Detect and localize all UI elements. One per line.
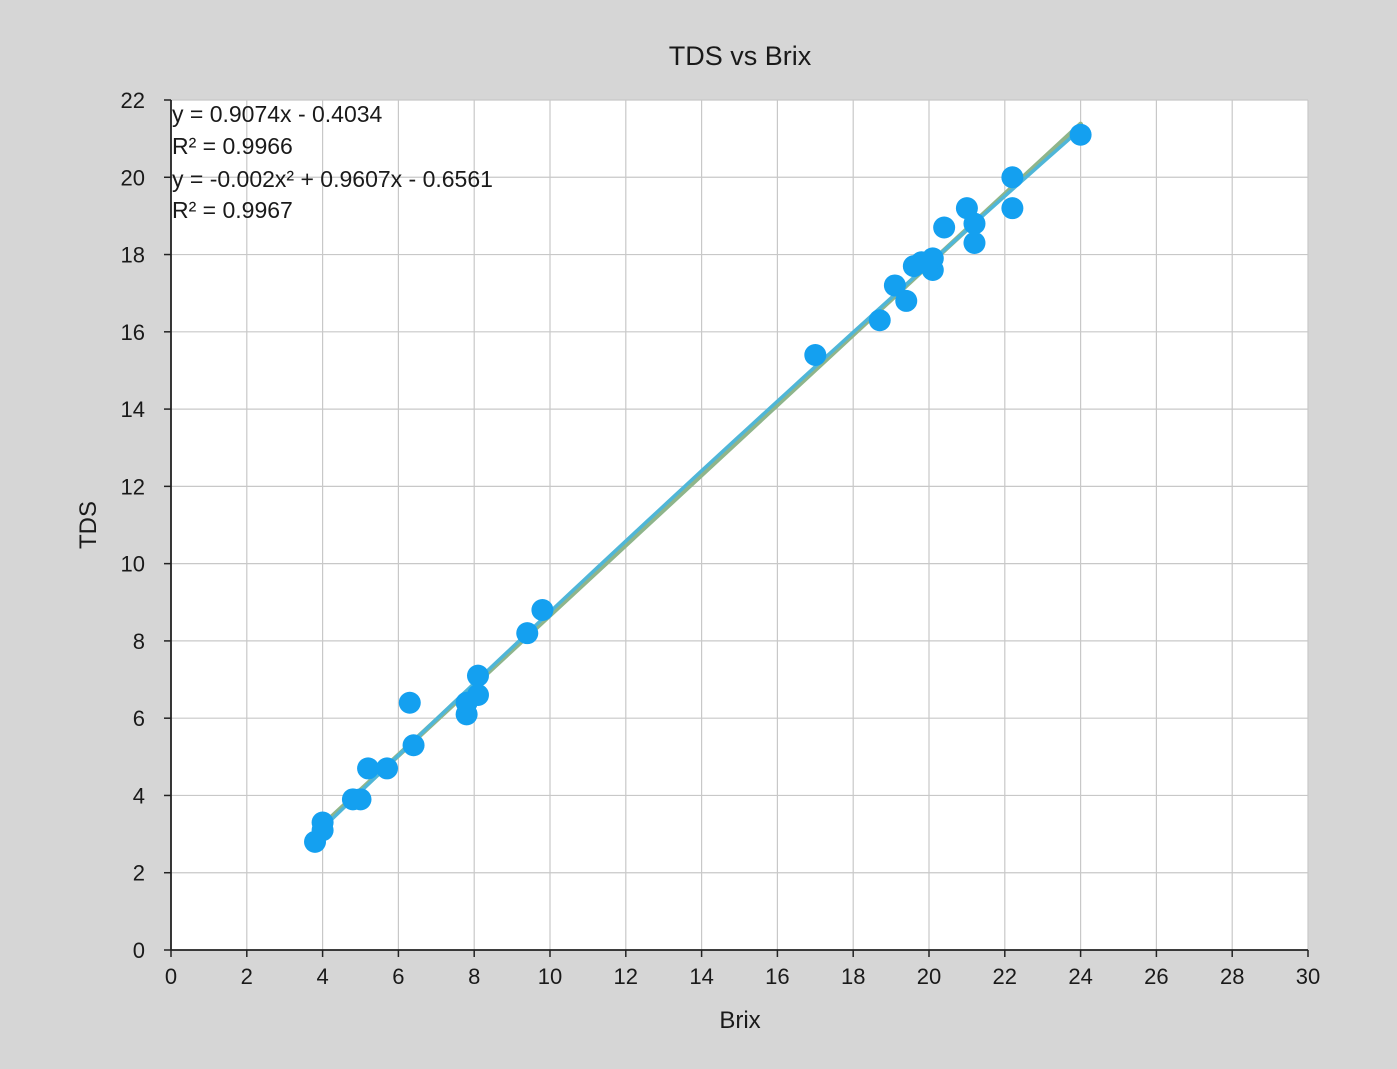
x-tick-label: 8 [468, 964, 480, 989]
data-point [466, 684, 489, 706]
data-point [1069, 123, 1092, 146]
poly-r2-label: R² = 0.9967 [172, 197, 293, 223]
data-point [531, 599, 554, 621]
data-point [963, 212, 986, 235]
x-tick-label: 20 [917, 964, 941, 989]
x-tick-label: 16 [765, 964, 789, 989]
x-tick-label: 18 [841, 964, 865, 989]
data-point [804, 344, 827, 366]
data-point [921, 247, 944, 270]
x-tick-label: 30 [1296, 964, 1320, 989]
chart-title: TDS vs Brix [669, 41, 812, 71]
y-tick-label: 2 [133, 861, 145, 886]
x-tick-label: 4 [316, 964, 328, 989]
y-tick-label: 14 [121, 397, 145, 422]
polynomial-trendline [313, 127, 1083, 838]
y-tick-label: 10 [121, 552, 145, 577]
trendlines [312, 121, 1084, 838]
y-tick-label: 8 [133, 629, 145, 654]
data-point [1001, 197, 1024, 220]
x-tick-label: 22 [993, 964, 1017, 989]
grid [171, 99, 1309, 950]
data-point [883, 274, 906, 297]
data-point [933, 216, 956, 239]
data-point [963, 231, 986, 254]
data-point [516, 622, 539, 645]
data-point [398, 691, 421, 714]
y-tick-label: 18 [121, 243, 145, 268]
data-point [311, 811, 334, 834]
y-tick-label: 4 [133, 783, 145, 808]
x-axis-title: Brix [719, 1007, 760, 1034]
x-tick-label: 2 [241, 964, 253, 989]
x-tick-label: 12 [614, 964, 638, 989]
x-tick-label: 28 [1220, 964, 1244, 989]
x-tick-label: 6 [392, 964, 404, 989]
plot-area [171, 100, 1308, 950]
x-tick-label: 26 [1144, 964, 1168, 989]
y-tick-label: 16 [121, 320, 145, 345]
y-tick-label: 22 [121, 88, 145, 113]
data-points [304, 123, 1092, 853]
y-tick-label: 20 [121, 165, 145, 190]
y-tick-label: 6 [133, 706, 145, 731]
x-tick-label: 10 [538, 964, 562, 989]
data-point [868, 309, 891, 332]
data-point [895, 289, 918, 312]
data-point [376, 757, 399, 780]
axes [164, 99, 1309, 957]
y-axis-title: TDS [75, 501, 102, 549]
linear-r2-label: R² = 0.9966 [172, 133, 293, 159]
data-point [357, 757, 380, 780]
data-point [402, 734, 425, 757]
data-point [466, 664, 489, 687]
tick-labels: 0 2 4 6 8 10 12 14 16 18 20 22 24 26 28 300246810121416… [121, 88, 1321, 989]
poly-equation-label: y = -0.002x² + 0.9607x - 0.6561 [172, 166, 493, 192]
x-tick-label: 24 [1068, 964, 1092, 989]
data-point [349, 788, 372, 811]
linear-equation-label: y = 0.9074x - 0.4034 [172, 101, 383, 127]
y-tick-label: 12 [121, 474, 145, 499]
x-tick-label: 14 [689, 964, 713, 989]
data-point [1001, 166, 1024, 189]
x-tick-label: 0 [165, 964, 177, 989]
y-tick-label: 0 [133, 938, 145, 963]
